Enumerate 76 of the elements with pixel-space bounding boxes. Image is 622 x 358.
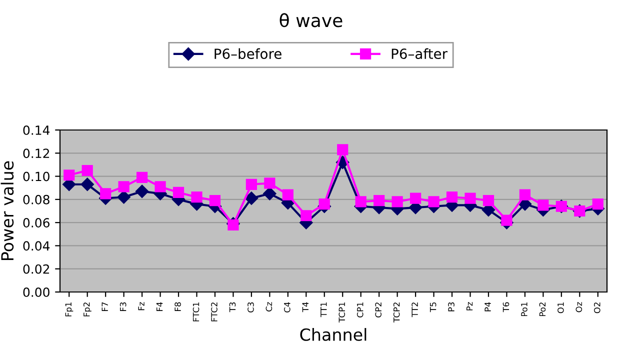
point: [428, 196, 440, 208]
x-tick-label: T3: [229, 302, 236, 312]
x-tick-label: Cz: [266, 302, 272, 312]
point: [392, 196, 403, 208]
x-tick-label: Oz: [576, 302, 582, 312]
point: [80, 178, 94, 191]
point: [337, 144, 348, 156]
x-tick-label: F4: [156, 302, 163, 311]
x-tick-label: TT1: [320, 302, 327, 318]
y-tick-label: 0.10: [23, 172, 50, 182]
point: [82, 164, 93, 176]
x-tick-label: CP2: [375, 302, 382, 318]
x-tick-label: P3: [448, 302, 454, 312]
x-tick-label: T6: [502, 302, 510, 312]
y-axis-title: Power value: [0, 161, 14, 260]
point: [592, 198, 604, 210]
x-tick-label: T5: [430, 302, 436, 312]
point: [501, 214, 512, 226]
point: [263, 187, 276, 200]
point: [135, 184, 149, 198]
point: [209, 195, 221, 206]
x-tick-label: FTC2: [211, 302, 218, 322]
x-tick-label: C4: [284, 302, 290, 312]
x-tick-label: F7: [102, 302, 108, 311]
point: [300, 210, 312, 222]
point: [100, 188, 112, 200]
point: [374, 195, 385, 206]
y-tick-label: 0.08: [23, 194, 50, 204]
point: [244, 192, 258, 205]
x-tick-label: TCP1: [338, 302, 346, 322]
point: [355, 196, 366, 208]
point: [464, 192, 476, 204]
y-tick-label: 0.02: [23, 264, 50, 274]
x-tick-label: Po2: [539, 302, 546, 316]
y-tick-label: 0.14: [23, 125, 50, 135]
legend-label: P6–before: [214, 48, 282, 60]
x-tick-label: T4: [302, 302, 308, 312]
x-tick-label: Fp1: [65, 302, 74, 316]
x-tick-label: Po1: [521, 302, 528, 316]
point: [64, 170, 75, 181]
y-tick-label: 0.12: [23, 148, 50, 158]
x-tick-label: Fp2: [83, 302, 92, 316]
point: [519, 189, 531, 200]
x-tick-label: CP1: [356, 302, 364, 318]
point: [246, 178, 258, 190]
point: [410, 192, 422, 204]
point: [482, 195, 494, 206]
x-axis-title: Channel: [300, 328, 366, 341]
x-tick-label: FTC1: [192, 302, 200, 322]
y-tick-label: 0.00: [23, 287, 50, 297]
x-tick-label: P4: [484, 302, 491, 312]
x-tick-label: Fz: [138, 302, 144, 310]
y-tick-label: 0.06: [23, 218, 50, 228]
point: [446, 192, 458, 203]
x-tick-label: F8: [174, 302, 181, 311]
point: [154, 181, 166, 192]
point: [282, 189, 294, 200]
point: [264, 178, 276, 189]
point: [538, 200, 549, 211]
y-tick-label: 0.04: [23, 241, 50, 251]
x-tick-label: TT2: [412, 302, 418, 318]
x-tick-label: O2: [594, 302, 600, 314]
x-tick-label: TCP2: [393, 302, 400, 322]
legend-label: P6–after: [392, 48, 448, 60]
point: [136, 172, 148, 183]
chart-title: θ wave: [280, 13, 342, 28]
point: [117, 190, 130, 204]
x-tick-label: O1: [558, 302, 564, 314]
point: [118, 181, 130, 192]
point: [228, 219, 239, 230]
x-tick-label: C3: [248, 302, 254, 312]
point: [318, 198, 330, 210]
x-tick-label: Pz: [466, 302, 473, 310]
point: [191, 192, 202, 203]
x-tick-label: F3: [120, 302, 126, 311]
point: [172, 186, 184, 198]
